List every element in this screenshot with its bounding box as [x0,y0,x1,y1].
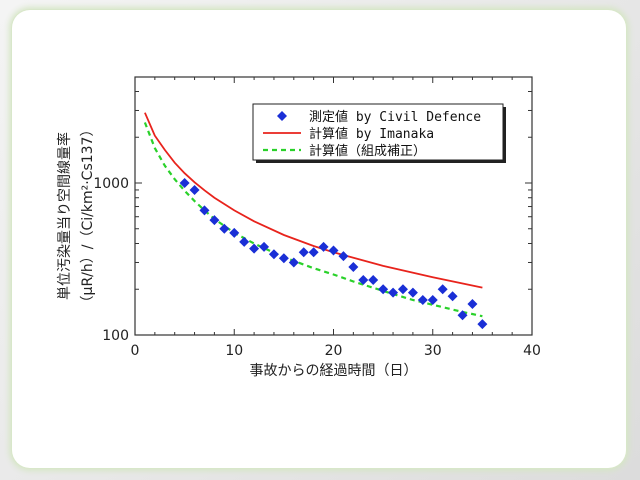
x-tick-label: 30 [424,343,442,359]
plot-area: 0 10 20 30 40 100 1000 事故からの経過時間（日） 単位汚染量当り空間線量率… [56,76,541,379]
data-point [318,241,329,252]
data-point [348,262,359,273]
legend-label: 計算値（組成補正） [309,143,426,159]
legend-marker [277,111,287,121]
y-axis-unit: （μR/h）/（Ci/km²·Cs137） [80,123,96,310]
data-point [447,291,458,302]
data-point [179,178,190,188]
data-point [268,249,279,260]
data-point [477,319,488,330]
data-point [388,287,399,298]
y-axis-title: 単位汚染量当り空間線量率 [56,132,73,300]
data-point [298,247,309,258]
y-tick-label: 100 [102,328,129,344]
data-point [457,310,468,321]
data-point [229,227,240,238]
y-tick-label: 1000 [93,176,129,192]
data-point [308,247,319,258]
data-point [467,298,478,309]
legend-label: 計算値 by Imanaka [309,126,434,142]
data-point [378,284,389,295]
data-point [358,275,369,286]
data-point [427,294,438,305]
x-tick-label: 20 [325,343,343,359]
x-axis-title: 事故からの経過時間（日） [250,363,418,379]
data-point [278,253,289,264]
x-tick-label: 40 [523,343,541,359]
data-point [259,241,270,252]
legend-label: 測定値 by Civil Defence [309,109,481,125]
chart: 0 10 20 30 40 100 1000 事故からの経過時間（日） 単位汚染量当り空間線量率… [56,76,541,379]
data-point [407,287,418,298]
series-line-1 [144,112,483,289]
data-point [437,284,448,295]
data-point [249,243,260,254]
data-point [368,275,379,286]
data-point [288,257,299,268]
data-point [338,251,349,262]
data-point [239,236,250,247]
data-point [199,205,210,216]
x-tick-label: 10 [225,343,243,359]
data-point [328,245,339,256]
data-point [219,223,230,234]
x-tick-label: 0 [131,343,140,359]
data-point [209,215,220,226]
data-point [189,184,200,195]
series-line-2 [143,122,483,318]
chart-card: 0 10 20 30 40 100 1000 事故からの経過時間（日） 単位汚染量当り空間線量率… [12,10,626,468]
data-point [417,294,428,305]
data-point [397,284,408,295]
